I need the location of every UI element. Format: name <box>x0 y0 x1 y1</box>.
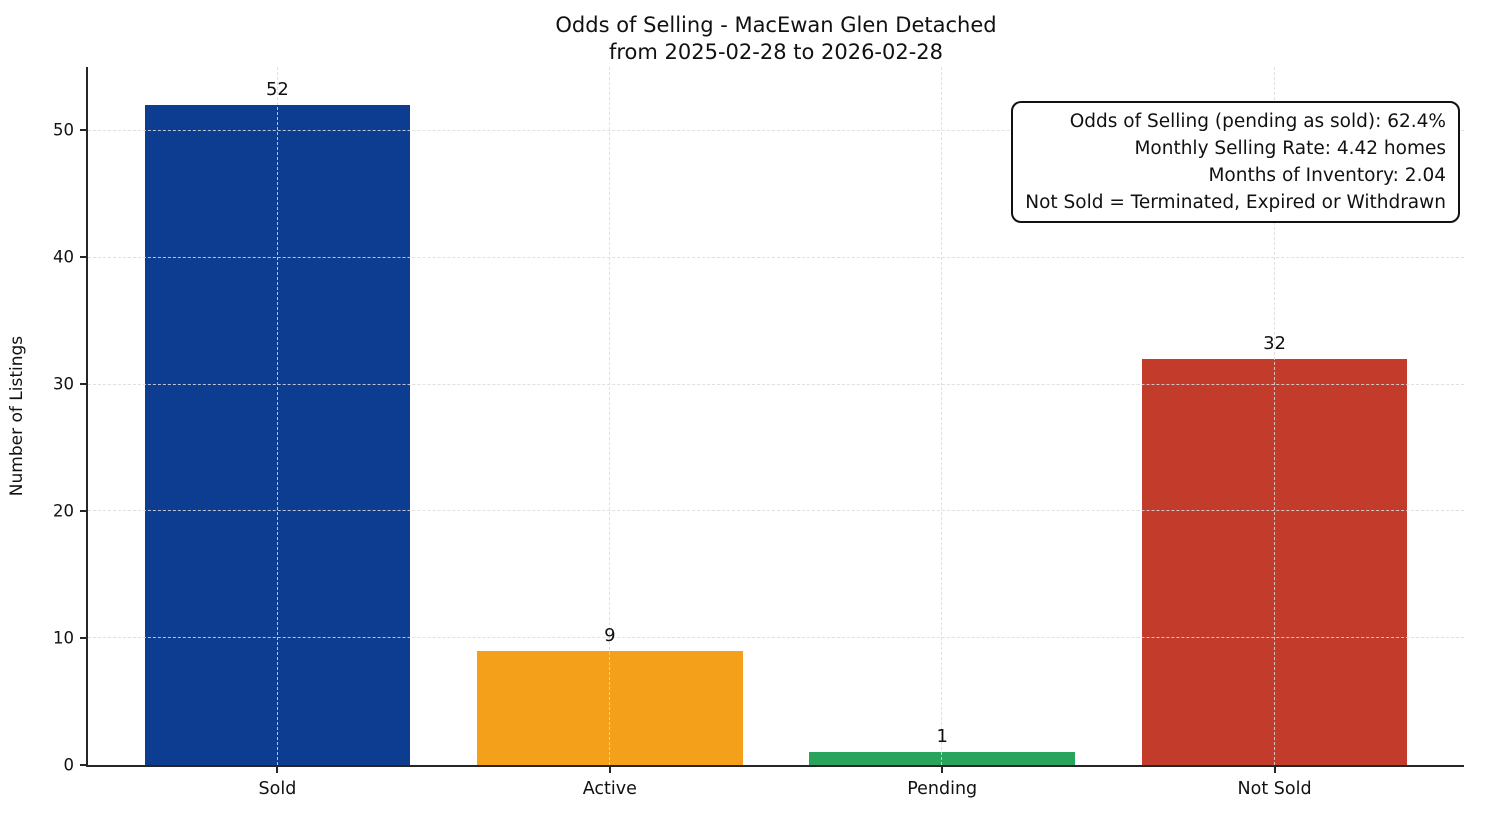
y-tick-label: 20 <box>53 501 74 521</box>
y-tick-label: 30 <box>53 374 74 394</box>
bar-value-label: 52 <box>265 79 289 101</box>
h-gridline <box>88 383 1464 385</box>
chart-title-line2: from 2025-02-28 to 2026-02-28 <box>608 40 944 64</box>
x-tick-label-not-sold: Not Sold <box>1237 779 1312 799</box>
y-tick-mark <box>80 510 86 513</box>
annotation-months-of-inventory: Months of Inventory: 2.04 <box>1208 165 1446 186</box>
chart-title: Odds of Selling - MacEwan Glen Detached … <box>88 12 1464 66</box>
bar-value-label: 9 <box>604 624 616 646</box>
h-gridline <box>88 510 1464 512</box>
y-tick-mark <box>80 764 86 766</box>
y-tick-mark <box>80 129 86 132</box>
y-tick-label: 50 <box>53 120 74 140</box>
x-tick-label-sold: Sold <box>258 779 297 799</box>
chart-title-line1: Odds of Selling - MacEwan Glen Detached <box>555 13 997 37</box>
x-tick-mark <box>608 767 611 773</box>
y-tick-label: 10 <box>53 628 74 648</box>
h-gridline <box>88 129 1464 131</box>
annotation-not-sold-definition: Not Sold = Terminated, Expired or Withdr… <box>1025 192 1446 213</box>
y-axis-label: Number of Listings <box>7 335 27 497</box>
h-gridline <box>88 637 1464 639</box>
v-gridline <box>276 67 278 765</box>
v-gridline <box>609 67 611 765</box>
x-tick-label-pending: Pending <box>907 779 978 799</box>
annotation-monthly-selling-rate: Monthly Selling Rate: 4.42 homes <box>1134 138 1446 159</box>
stats-annotation-box: Odds of Selling (pending as sold): 62.4%… <box>1011 101 1460 223</box>
y-tick-label: 0 <box>63 755 75 775</box>
x-tick-label-active: Active <box>582 779 637 799</box>
v-gridline <box>941 67 943 765</box>
bar-value-label: 1 <box>936 726 948 748</box>
v-gridline <box>1273 67 1275 765</box>
y-tick-mark <box>80 383 86 386</box>
x-tick-mark <box>1273 767 1276 773</box>
y-tick-label: 40 <box>53 247 74 267</box>
plot-area: 0 10 20 30 40 50 Sold 52 Active 9 Pending 1 Not Sold… <box>53 67 1464 799</box>
y-tick-mark <box>80 637 86 640</box>
h-gridline <box>88 256 1464 258</box>
annotation-odds-of-selling: Odds of Selling (pending as sold): 62.4% <box>1069 111 1446 132</box>
x-tick-mark <box>276 767 279 773</box>
x-tick-mark <box>941 767 944 773</box>
y-axis-spine <box>86 67 88 767</box>
bar-value-label: 32 <box>1263 332 1286 354</box>
y-tick-mark <box>80 256 86 259</box>
x-axis-spine <box>86 765 1464 767</box>
